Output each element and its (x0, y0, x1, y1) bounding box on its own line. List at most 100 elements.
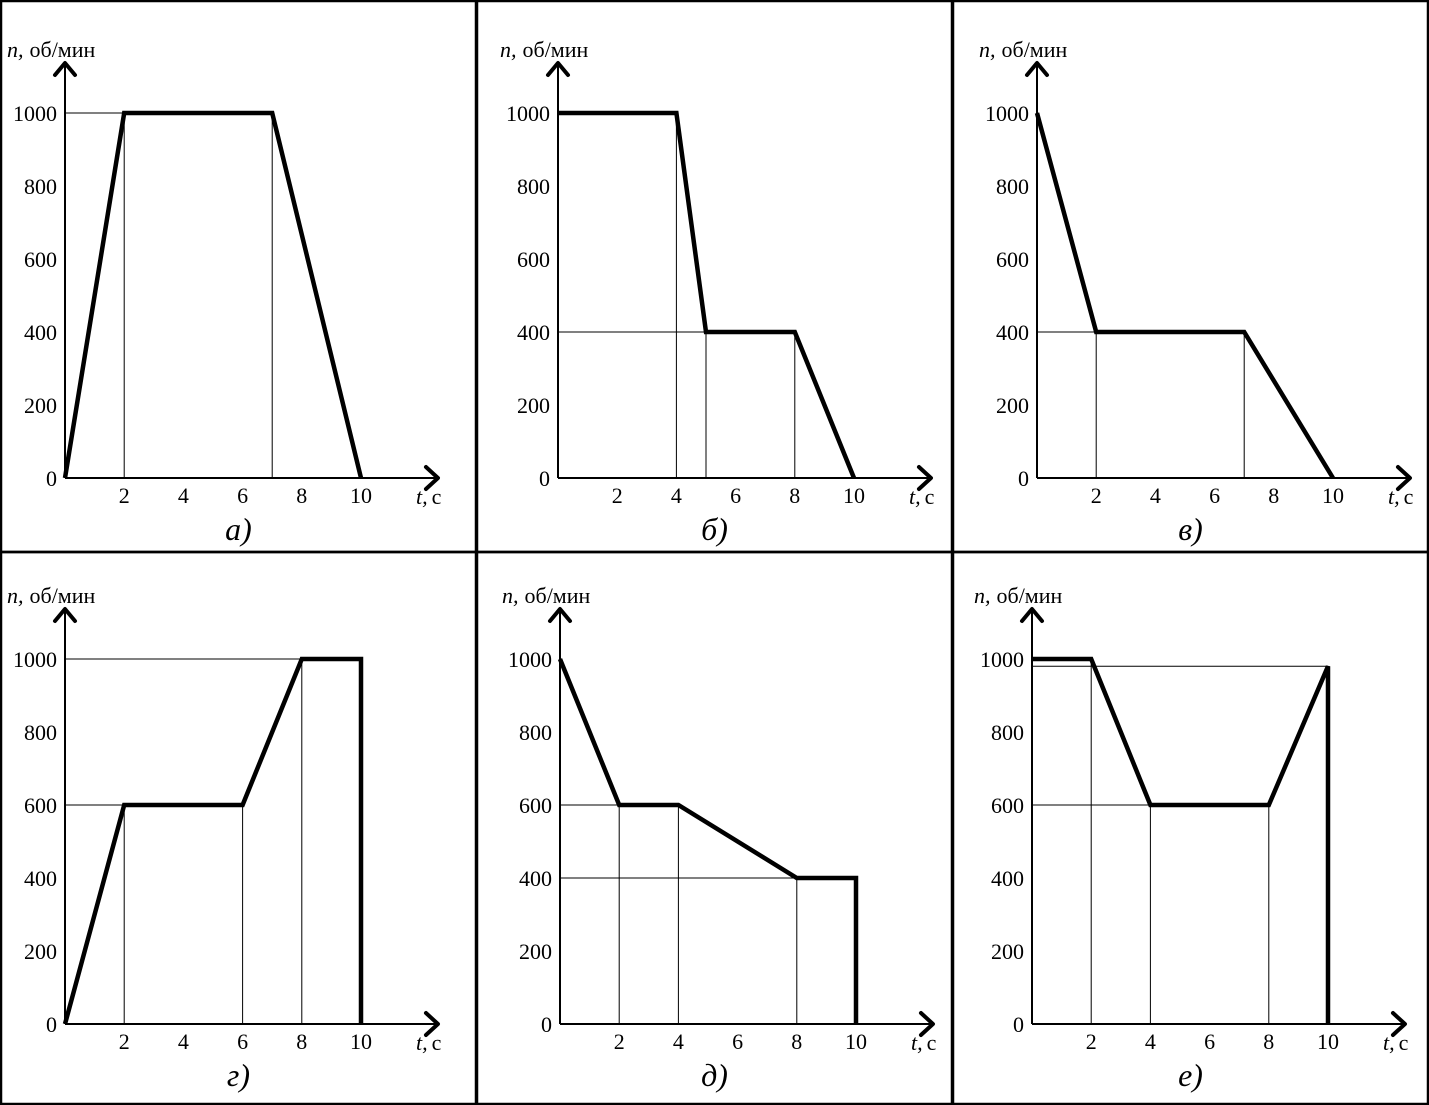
y-tick-label: 0 (1013, 1012, 1024, 1037)
y-tick-label: 400 (24, 866, 57, 891)
x-tick-label: 6 (730, 483, 741, 508)
x-axis-arrow (918, 1011, 935, 1037)
x-tick-label: 6 (1204, 1029, 1215, 1054)
x-tick-label: 4 (178, 483, 189, 508)
chart-panel-3: 0 200 400 600 800 1000 2 4 6 8 10 n, об/мин t, с в) (951, 0, 1429, 554)
x-axis-label: t, с (416, 1030, 442, 1055)
x-axis-arrow (1390, 1011, 1407, 1037)
y-tick-label: 0 (539, 466, 550, 491)
x-tick-label: 8 (1263, 1029, 1274, 1054)
chart-panel-4: 0 200 400 600 800 1000 2 4 6 8 10 n, об/мин t, с г) (0, 550, 478, 1105)
y-tick-label: 200 (991, 939, 1024, 964)
panel-border (951, 550, 1429, 1105)
x-tick-label: 10 (845, 1029, 867, 1054)
x-tick-label: 6 (1209, 483, 1220, 508)
x-tick-label: 10 (1322, 483, 1344, 508)
y-tick-label: 800 (517, 174, 550, 199)
x-tick-label: 2 (119, 1029, 130, 1054)
y-tick-label: 600 (519, 793, 552, 818)
x-tick-label: 4 (673, 1029, 684, 1054)
x-tick-label: 8 (791, 1029, 802, 1054)
y-tick-label: 1000 (13, 101, 57, 126)
x-tick-label: 2 (614, 1029, 625, 1054)
y-tick-label: 200 (24, 939, 57, 964)
y-axis-arrow (548, 607, 572, 623)
panel-caption: б) (701, 511, 728, 547)
x-tick-label: 2 (119, 483, 130, 508)
x-tick-label: 2 (1091, 483, 1102, 508)
x-axis-arrow (423, 465, 440, 491)
y-tick-label: 600 (517, 247, 550, 272)
x-tick-label: 4 (1145, 1029, 1156, 1054)
y-axis-arrow (1020, 607, 1044, 623)
x-tick-label: 8 (296, 483, 307, 508)
y-axis-label: n, об/мин (7, 37, 96, 62)
y-tick-label: 400 (996, 320, 1029, 345)
y-tick-label: 200 (996, 393, 1029, 418)
y-tick-label: 800 (991, 720, 1024, 745)
y-tick-label: 400 (517, 320, 550, 345)
speed-series-line (1034, 112, 1335, 480)
x-axis-label: t, с (909, 484, 935, 509)
x-tick-label: 4 (178, 1029, 189, 1054)
x-tick-label: 4 (671, 483, 682, 508)
chart-panel-2: 0 200 400 600 800 1000 2 4 6 8 10 n, об/мин t, с б) (475, 0, 954, 554)
x-tick-label: 4 (1150, 483, 1161, 508)
speed-series-line (62, 110, 364, 479)
x-axis-arrow (423, 1011, 440, 1037)
y-axis-label: n, об/мин (7, 583, 96, 608)
panel-caption: г) (227, 1057, 250, 1093)
x-axis-label: t, с (1388, 484, 1414, 509)
y-tick-label: 600 (24, 247, 57, 272)
panel-border (0, 550, 478, 1105)
panel-caption: в) (1178, 511, 1203, 547)
y-axis-label: n, об/мин (500, 37, 589, 62)
y-tick-label: 600 (24, 793, 57, 818)
x-axis-label: t, с (1383, 1030, 1409, 1055)
x-tick-label: 10 (843, 483, 865, 508)
y-tick-label: 1000 (980, 647, 1024, 672)
chart-panel-5: 0 200 400 600 800 1000 2 4 6 8 10 n, об/мин t, с д) (475, 550, 954, 1105)
y-tick-label: 200 (517, 393, 550, 418)
chart-panel-6: 0 200 400 600 800 1000 2 4 6 8 10 n, об/мин t, с е) (951, 550, 1429, 1105)
y-axis-arrow (1025, 61, 1049, 77)
panel-caption: а) (225, 511, 252, 547)
y-tick-label: 800 (996, 174, 1029, 199)
x-tick-label: 8 (296, 1029, 307, 1054)
y-tick-label: 400 (24, 320, 57, 345)
y-tick-label: 1000 (508, 647, 552, 672)
speed-series-line (62, 656, 364, 1025)
y-tick-label: 1000 (13, 647, 57, 672)
x-tick-label: 10 (1317, 1029, 1339, 1054)
y-axis-label: n, об/мин (974, 583, 1063, 608)
y-tick-label: 0 (541, 1012, 552, 1037)
y-tick-label: 0 (46, 466, 57, 491)
panel-caption: е) (1178, 1057, 1203, 1093)
x-tick-label: 10 (350, 483, 372, 508)
y-axis-arrow (53, 607, 77, 623)
x-axis-arrow (1395, 465, 1412, 491)
x-tick-label: 2 (1086, 1029, 1097, 1054)
y-tick-label: 600 (991, 793, 1024, 818)
panel-border (0, 0, 478, 554)
y-tick-label: 400 (991, 866, 1024, 891)
y-tick-label: 200 (24, 393, 57, 418)
y-tick-label: 1000 (985, 101, 1029, 126)
x-axis-label: t, с (416, 484, 442, 509)
y-tick-label: 0 (1018, 466, 1029, 491)
x-tick-label: 6 (237, 1029, 248, 1054)
x-tick-label: 8 (1268, 483, 1279, 508)
y-axis-arrow (546, 61, 570, 77)
chart-panel-1: 0 200 400 600 800 1000 2 4 6 8 10 n, об/мин t, с а) (0, 0, 478, 554)
y-tick-label: 800 (519, 720, 552, 745)
x-axis-arrow (916, 465, 933, 491)
y-tick-label: 600 (996, 247, 1029, 272)
y-tick-label: 200 (519, 939, 552, 964)
x-tick-label: 6 (732, 1029, 743, 1054)
x-tick-label: 2 (612, 483, 623, 508)
x-axis-label: t, с (911, 1030, 937, 1055)
y-tick-label: 800 (24, 174, 57, 199)
y-axis-arrow (53, 61, 77, 77)
y-tick-label: 0 (46, 1012, 57, 1037)
